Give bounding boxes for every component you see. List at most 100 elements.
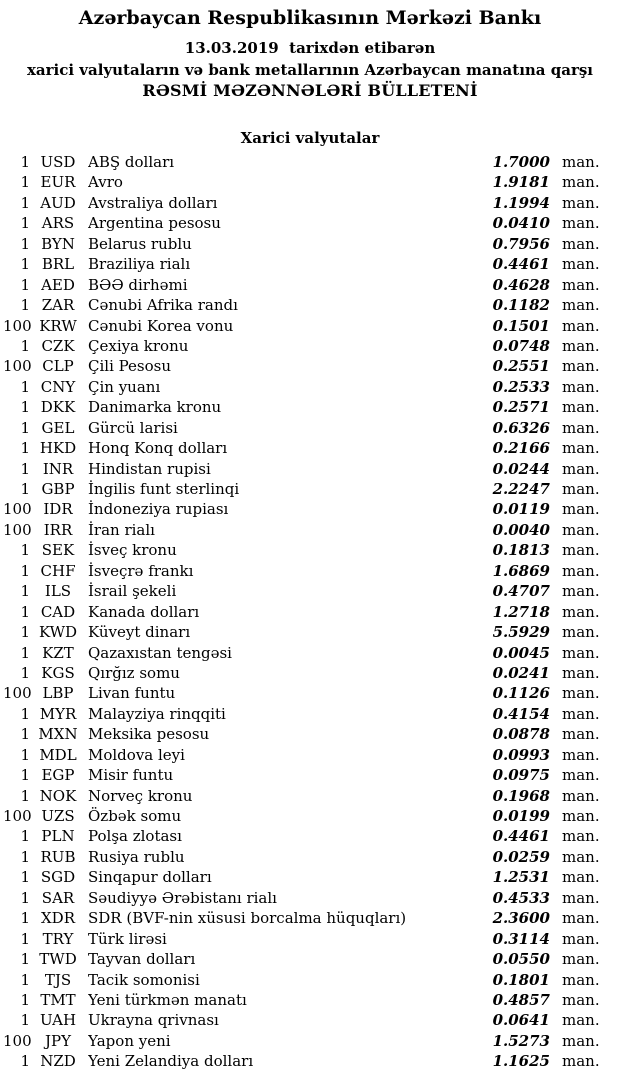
- currency-code: BRL: [41, 255, 75, 274]
- unit-label: man.: [562, 807, 600, 825]
- currency-quantity: 100: [3, 1031, 32, 1050]
- currency-code: ILS: [44, 582, 72, 601]
- bank-title: Azərbaycan Respublikasının Mərkəzi Bankı: [78, 7, 542, 29]
- unit-label: man.: [562, 766, 600, 785]
- rate-value: 1.1994: [492, 193, 550, 212]
- currency-name: Türk lirəsi: [88, 929, 167, 948]
- currency-name: İsrail şekeli: [88, 582, 177, 601]
- currency-name: Cənubi Korea vonu: [88, 316, 234, 335]
- unit-label: man.: [562, 704, 600, 723]
- unit-label: man.: [562, 643, 600, 662]
- currency-name: Moldova leyi: [88, 745, 185, 764]
- currency-name: İsveç kronu: [88, 541, 177, 560]
- exchange-rates-table: 1 USD ABŞ dolları 1.7000 man. 1 EUR Avro…: [0, 152, 620, 1072]
- currency-quantity: 1: [20, 336, 30, 355]
- currency-quantity: 100: [3, 684, 32, 703]
- unit-label: man.: [562, 398, 600, 417]
- currency-name: Cənubi Afrika randı: [88, 296, 238, 315]
- rate-value: 0.0641: [492, 1011, 550, 1030]
- currency-name: Avro: [88, 173, 123, 192]
- exchange-rate-row: 1 KWD Küveyt dinarı 5.5929 man.: [0, 622, 620, 642]
- rate-value: 2.2247: [492, 480, 550, 498]
- currency-quantity: 1: [20, 480, 30, 498]
- currency-quantity: 1: [20, 602, 30, 621]
- currency-name: Meksika pesosu: [88, 725, 210, 744]
- rate-value: 0.4707: [492, 582, 550, 601]
- currency-code: LBP: [42, 684, 74, 703]
- exchange-rate-row: 1 CHF İsveçrə frankı 1.6869 man.: [0, 561, 620, 581]
- currency-name: Belarus rublu: [88, 234, 192, 253]
- currency-quantity: 1: [20, 234, 30, 253]
- exchange-rate-row: 1 NOK Norveç kronu 0.1968 man.: [0, 786, 620, 806]
- rate-value: 0.0975: [492, 766, 550, 785]
- currency-code: ARS: [41, 214, 75, 233]
- exchange-rate-row: 1 INR Hindistan rupisi 0.0244 man.: [0, 459, 620, 479]
- currency-name: Livan funtu: [88, 684, 176, 703]
- currency-quantity: 1: [20, 255, 30, 274]
- currency-code: CHF: [40, 561, 76, 580]
- currency-quantity: 1: [20, 847, 30, 866]
- currency-name: Özbək somu: [88, 807, 182, 825]
- unit-label: man.: [562, 500, 600, 519]
- currency-code: AED: [41, 275, 75, 294]
- unit-label: man.: [562, 173, 600, 192]
- rate-value: 0.1801: [492, 970, 550, 989]
- unit-label: man.: [562, 214, 600, 233]
- rate-value: 0.7956: [492, 234, 550, 253]
- section-title-foreign-currencies: Xarici valyutalar: [240, 129, 380, 147]
- currency-quantity: 1: [20, 888, 30, 907]
- rate-value: 0.0410: [492, 214, 550, 233]
- currency-name: BƏƏ dirhəmi: [88, 275, 188, 294]
- currency-name: Braziliya rialı: [88, 255, 191, 274]
- exchange-rate-row: 1 NZD Yeni Zelandiya dolları 1.1625 man.: [0, 1051, 620, 1071]
- exchange-rate-row: 1 RUB Rusiya rublu 0.0259 man.: [0, 847, 620, 867]
- currency-code: NZD: [40, 1052, 76, 1071]
- unit-label: man.: [562, 950, 600, 969]
- currency-name: Norveç kronu: [88, 786, 193, 805]
- exchange-rate-row: 1 MYR Malayziya rinqqiti 0.4154 man.: [0, 704, 620, 724]
- unit-label: man.: [562, 623, 600, 642]
- rate-value: 0.0993: [492, 745, 550, 764]
- exchange-rate-row: 100 UZS Özbək somu 0.0199 man.: [0, 806, 620, 826]
- currency-quantity: 1: [20, 950, 30, 969]
- rate-value: 0.4461: [492, 255, 550, 274]
- currency-code: AUD: [40, 193, 76, 212]
- currency-quantity: 1: [20, 1011, 30, 1030]
- currency-code: IDR: [43, 500, 73, 519]
- currency-code: PLN: [41, 827, 75, 846]
- rate-value: 0.0241: [492, 663, 550, 682]
- currency-quantity: 1: [20, 1052, 30, 1071]
- currency-quantity: 100: [3, 357, 32, 376]
- unit-label: man.: [562, 234, 600, 253]
- currency-name: Qazaxıstan tengəsi: [88, 643, 232, 662]
- currency-name: Çili Pesosu: [88, 357, 172, 376]
- exchange-rate-row: 1 HKD Honq Konq dolları 0.2166 man.: [0, 438, 620, 458]
- currency-code: ZAR: [41, 296, 75, 315]
- currency-quantity: 1: [20, 623, 30, 642]
- currency-quantity: 1: [20, 439, 30, 458]
- exchange-rate-row: 1 TJS Tacik somonisi 0.1801 man.: [0, 970, 620, 990]
- currency-quantity: 1: [20, 173, 30, 192]
- rate-value: 0.4628: [492, 275, 550, 294]
- currency-code: SEK: [41, 541, 75, 560]
- currency-name: Tacik somonisi: [88, 970, 200, 989]
- bulletin-title: RƏSMİ MƏZƏNNƏLƏRİ BÜLLETENİ: [142, 81, 478, 100]
- currency-name: Hindistan rupisi: [88, 459, 211, 478]
- currency-quantity: 1: [20, 663, 30, 682]
- exchange-rate-row: 1 EGP Misir funtu 0.0975 man.: [0, 765, 620, 785]
- currency-code: SAR: [41, 888, 75, 907]
- exchange-rate-row: 1 SAR Səudiyyə Ərəbistanı rialı 0.4533 m…: [0, 888, 620, 908]
- currency-code: TMT: [40, 990, 76, 1009]
- unit-label: man.: [562, 459, 600, 478]
- exchange-rate-row: 100 IRR İran rialı 0.0040 man.: [0, 520, 620, 540]
- unit-label: man.: [562, 663, 600, 682]
- currency-quantity: 1: [20, 745, 30, 764]
- currency-name: Yeni Zelandiya dolları: [88, 1052, 254, 1071]
- currency-code: JPY: [44, 1031, 71, 1050]
- currency-quantity: 1: [20, 193, 30, 212]
- exchange-rate-row: 1 TWD Tayvan dolları 0.0550 man.: [0, 949, 620, 969]
- exchange-rate-row: 1 BRL Braziliya rialı 0.4461 man.: [0, 254, 620, 274]
- unit-label: man.: [562, 745, 600, 764]
- exchange-rate-row: 1 BYN Belarus rublu 0.7956 man.: [0, 234, 620, 254]
